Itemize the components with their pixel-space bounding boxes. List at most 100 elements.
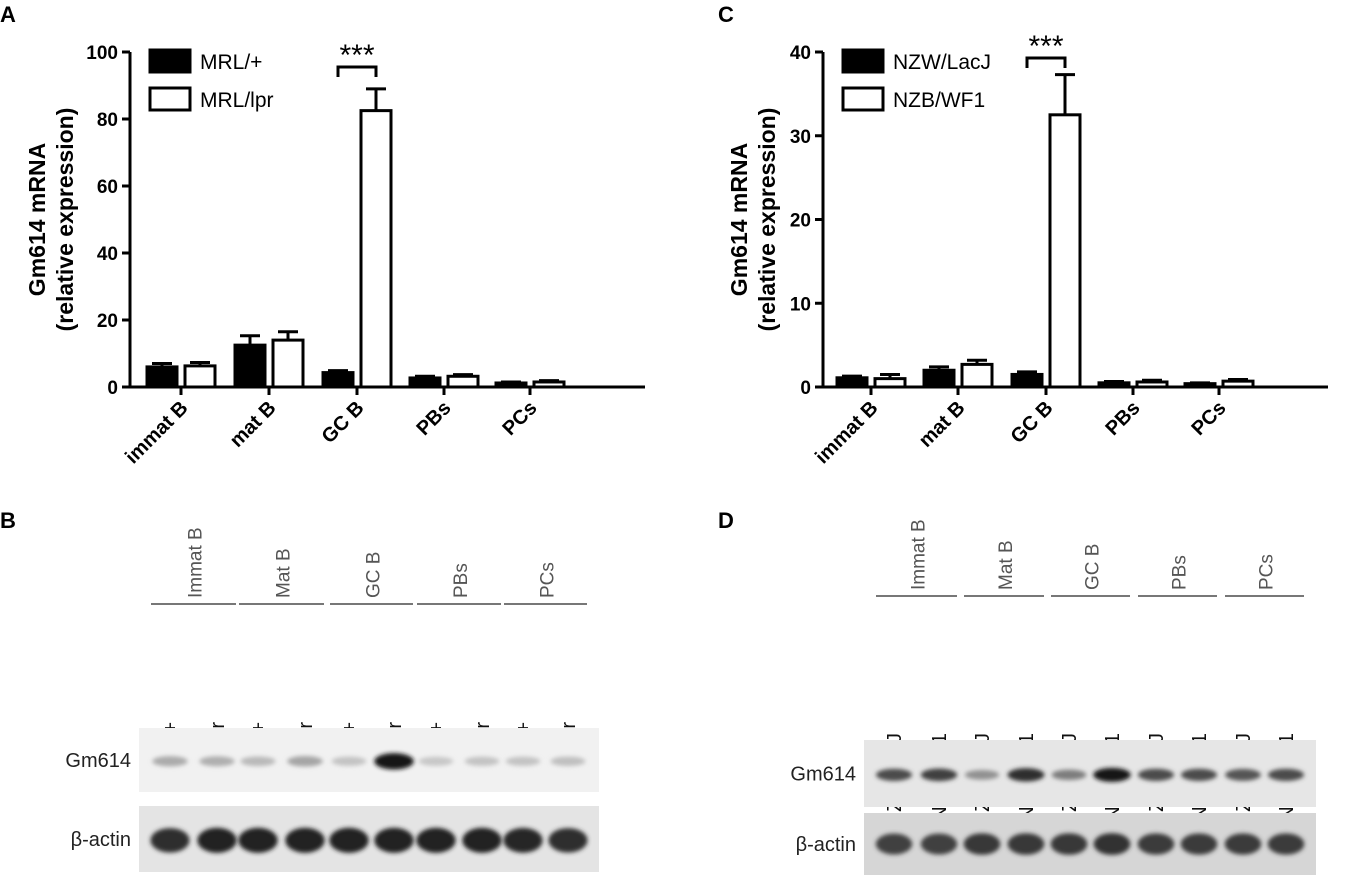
blot-group-label: GC B xyxy=(1083,544,1104,590)
blot-band xyxy=(240,756,276,767)
bar-series1 xyxy=(145,365,179,389)
bar-chart-a: 0 20 40 60 80 100 Gm614 mRNA (relative expressi… xyxy=(24,39,645,468)
y-tick-label: 10 xyxy=(790,294,811,315)
x-category-label: mat B xyxy=(226,397,281,452)
bar-series2 xyxy=(960,362,994,389)
blot-group-label: Immat B xyxy=(186,527,207,598)
y-tick-label: 30 xyxy=(790,127,811,148)
x-category-label: GC B xyxy=(318,397,369,448)
panel-letter-b: B xyxy=(0,508,16,533)
y-tick-label: 100 xyxy=(86,43,118,64)
panel-letter-c: C xyxy=(718,2,734,27)
blot-band xyxy=(1050,833,1088,855)
panel-letter-d: D xyxy=(718,508,734,533)
blot-band xyxy=(285,827,325,853)
x-category-label: PBs xyxy=(412,397,455,440)
blot-band xyxy=(1137,833,1175,855)
bar-series1 xyxy=(1010,372,1044,389)
bar-series2 xyxy=(873,377,907,389)
y-tick-label: 20 xyxy=(790,211,811,232)
blot-band xyxy=(548,828,588,853)
x-category-label: mat B xyxy=(915,397,970,452)
blot-band xyxy=(464,756,500,766)
blot-band xyxy=(374,827,414,853)
y-axis-title-line1: Gm614 mRNA xyxy=(726,143,752,296)
y-axis-title: Gm614 mRNA (relative expression) xyxy=(726,108,780,332)
blot-band xyxy=(1267,768,1305,781)
x-category-label: GC B xyxy=(1007,397,1058,448)
blot-band xyxy=(374,753,414,770)
blot-band xyxy=(964,769,1000,780)
blot-band xyxy=(416,827,456,853)
blot-group-label: PBs xyxy=(1170,555,1191,590)
bar-series2 xyxy=(532,380,566,389)
y-axis-title: Gm614 mRNA (relative expression) xyxy=(24,108,78,332)
significance-stars: *** xyxy=(339,39,374,72)
blot-band xyxy=(550,756,586,766)
blot-band xyxy=(1225,768,1261,781)
legend-label: NZW/LacJ xyxy=(893,51,991,74)
blot-row-label: Gm614 xyxy=(790,764,856,786)
blot-band xyxy=(462,827,502,853)
blot-band xyxy=(505,756,541,766)
y-axis-title-line2: (relative expression) xyxy=(52,108,78,332)
y-tick-label: 0 xyxy=(107,378,118,399)
blot-band xyxy=(920,768,958,782)
y-axis-title-line1: Gm614 mRNA xyxy=(24,143,50,296)
legend-swatch xyxy=(841,48,885,74)
blot-band xyxy=(963,833,1001,855)
y-tick-label: 40 xyxy=(97,244,118,265)
blot-group-label: PCs xyxy=(538,562,559,598)
x-category-label: immat B xyxy=(811,397,882,468)
blot-band xyxy=(199,756,235,767)
bar-series2 xyxy=(183,364,217,389)
y-axis-title-line2: (relative expression) xyxy=(754,108,780,332)
blot-band xyxy=(1051,769,1087,781)
blot-band xyxy=(152,756,188,767)
blot-band xyxy=(1267,833,1305,855)
y-tick-label: 80 xyxy=(97,110,118,131)
blot-group-label: Mat B xyxy=(996,540,1017,590)
bar-chart-c: 0 10 20 30 40 Gm614 mRNA (relative expression)… xyxy=(726,30,1328,468)
bar-series2 xyxy=(271,338,305,389)
blot-band xyxy=(875,768,913,781)
panel-letter-a: A xyxy=(0,2,16,27)
blot-row-label: Gm614 xyxy=(65,750,131,772)
bar-series2 xyxy=(1135,380,1169,389)
legend-swatch xyxy=(148,86,192,112)
bar-series1 xyxy=(1097,381,1131,389)
bar-series2 xyxy=(1221,379,1255,389)
bar-series1 xyxy=(494,381,528,389)
bar-series2 xyxy=(359,109,393,389)
blot-band xyxy=(238,827,278,853)
legend-label: MRL/lpr xyxy=(200,89,274,112)
bar-series1 xyxy=(835,376,869,389)
x-category-label: PCs xyxy=(1187,397,1230,440)
blot-band xyxy=(418,756,454,766)
x-category-label: PBs xyxy=(1101,397,1144,440)
blot-band xyxy=(1007,833,1045,855)
blot-band xyxy=(503,827,543,853)
blot-row-label: β-actin xyxy=(796,834,856,856)
blot-group-label: GC B xyxy=(364,552,385,598)
blot-band xyxy=(1093,767,1131,782)
legend-swatch xyxy=(841,86,885,112)
blot-group-label: Immat B xyxy=(909,519,930,590)
bar-series1 xyxy=(922,368,956,389)
y-tick-label: 20 xyxy=(97,311,118,332)
blot-band xyxy=(1224,833,1262,855)
bar-series1 xyxy=(233,343,267,389)
legend-label: NZB/WF1 xyxy=(893,89,985,112)
legend-label: MRL/+ xyxy=(200,51,262,74)
y-tick-label: 0 xyxy=(800,378,811,399)
legend-swatch xyxy=(148,48,192,74)
blot-band xyxy=(1180,833,1218,855)
blot-band xyxy=(875,833,913,855)
blot-band xyxy=(197,827,237,853)
blot-group-label: PCs xyxy=(1257,554,1278,590)
x-category-label: immat B xyxy=(121,397,192,468)
bar-series1 xyxy=(408,376,442,389)
